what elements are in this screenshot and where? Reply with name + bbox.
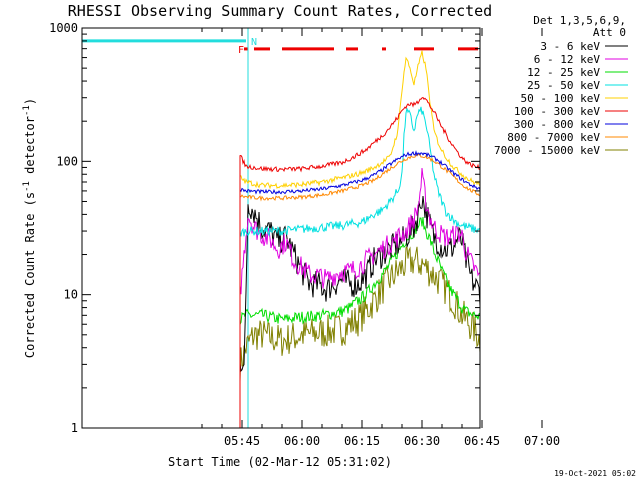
x-tick-label: 06:15 [344,434,380,448]
plot-frame [81,27,481,429]
x-tick-label: 06:00 [284,434,320,448]
x-tick-label: 06:30 [404,434,440,448]
y-axis-label: Corrected Count Rate (s-1 detector-1) [22,98,37,358]
series-300to800keV-line [239,150,480,428]
series-3to6keV-line [239,196,480,428]
legend-label: 12 - 25 keV [527,66,600,79]
y-axis: 1 10 100 1000 [49,21,480,435]
legend-label: 3 - 6 keV [540,40,600,53]
legend-label: 6 - 12 keV [534,53,601,66]
x-axis-label: Start Time (02-Mar-12 05:31:02) [168,455,392,469]
x-tick-label: 05:45 [224,434,260,448]
y-tick-label: 100 [56,154,78,168]
y-tick-label: 10 [64,288,78,302]
legend-label: 300 - 800 keV [514,118,600,131]
legend-header-line-1: Det 1,3,5,6,9, [533,14,626,27]
x-tick-label: 06:45 [464,434,500,448]
flare-flag-label: F [238,45,244,56]
status-bars: FN [82,28,478,428]
legend-label: 7000 - 15000 keV [494,144,600,157]
series-25to50keV-line [239,106,480,428]
legend-label: 25 - 50 keV [527,79,600,92]
series-100to300keV-line [239,96,480,428]
series-7000to15000keV-line [239,245,480,428]
legend-header-line-2: Att 0 [593,26,626,39]
legend-label: 100 - 300 keV [514,105,600,118]
y-tick-label: 1 [71,421,78,435]
generation-timestamp: 19-Oct-2021 05:02 [554,469,636,478]
y-tick-label: 1000 [49,21,78,35]
series-12to25keV-line [239,217,480,428]
legend-label: 50 - 100 keV [521,92,601,105]
series-layer [239,50,480,428]
night-flag-label: N [251,37,257,48]
x-axis: 05:45 06:00 06:15 06:30 06:45 07:00 [201,28,560,448]
series-800to7000keV-line [239,153,480,428]
series-6to12keV-line [239,167,480,428]
x-tick-label: 07:00 [524,434,560,448]
series-50to100keV-line [239,50,480,428]
plot-border [81,27,481,429]
chart-title: RHESSI Observing Summary Count Rates, Co… [68,2,492,20]
legend-label: 800 - 7000 keV [507,131,600,144]
